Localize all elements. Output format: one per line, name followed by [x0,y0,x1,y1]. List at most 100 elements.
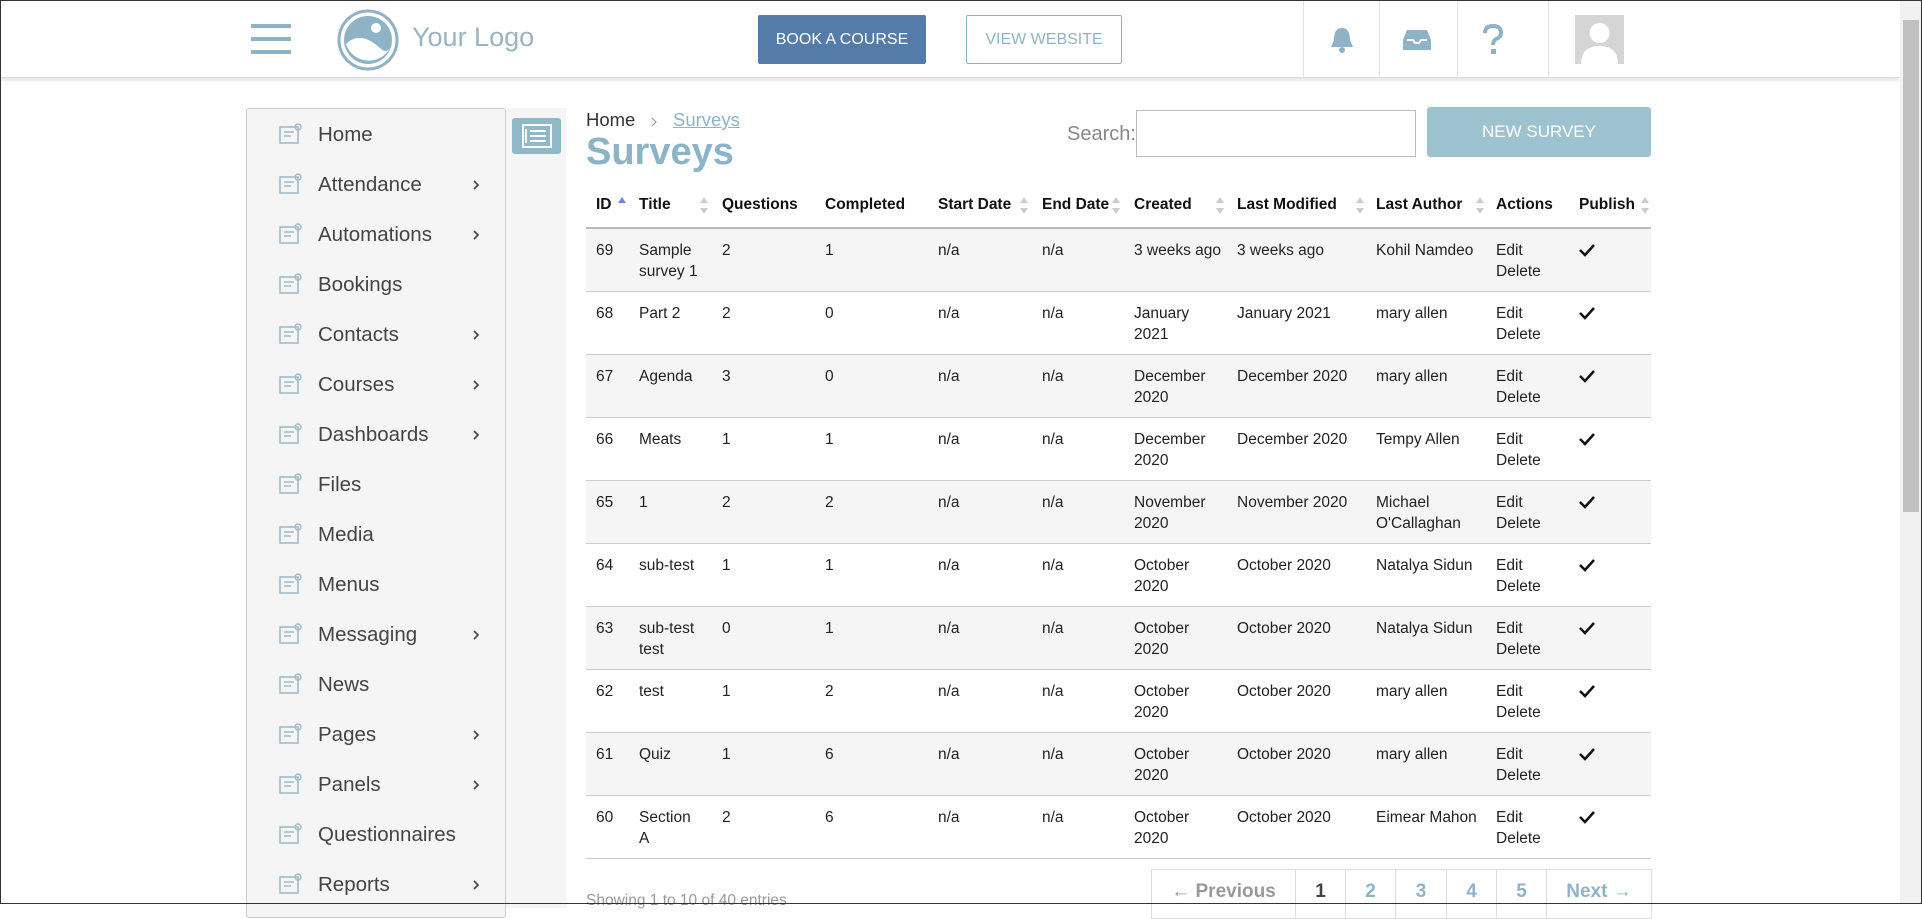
menu-item[interactable]: News [318,673,370,696]
action-link[interactable]: Edit [1496,242,1523,259]
publish-check[interactable] [1579,306,1595,320]
submenu-chevron[interactable] [471,229,481,241]
view-website-button[interactable]: VIEW WEBSITE [966,15,1122,64]
menu-item[interactable]: Pages [318,723,377,746]
menu-item[interactable]: Home [318,123,373,146]
table-cell: December 2020 [1237,431,1348,448]
pagination-button[interactable]: 5 [1496,869,1547,919]
action-link[interactable]: Delete [1496,767,1541,784]
sort-icon[interactable] [1640,195,1650,217]
publish-check[interactable] [1579,432,1595,446]
table-cell: Michael O'Callaghan [1376,494,1461,532]
column-header[interactable]: Last Author [1376,196,1463,213]
publish-check[interactable] [1579,810,1595,824]
table-cell: Quiz [639,746,671,763]
breadcrumb-current[interactable]: Surveys [673,109,740,130]
publish-check[interactable] [1579,369,1595,383]
publish-check[interactable] [1579,621,1595,635]
column-header[interactable]: Publish [1579,196,1635,213]
column-header[interactable]: Created [1134,196,1192,213]
column-header[interactable]: Start Date [938,196,1012,213]
pagination-button[interactable]: 2 [1345,869,1396,919]
pagination-button[interactable]: Next → [1546,869,1652,919]
table-cell: 1 [825,557,834,574]
menu-item[interactable]: Dashboards [318,423,429,446]
publish-check[interactable] [1579,558,1595,572]
menu-item[interactable]: Contacts [318,323,399,346]
table-row [586,229,1651,292]
publish-check[interactable] [1579,684,1595,698]
user-avatar[interactable] [1575,15,1624,64]
action-link[interactable]: Delete [1496,704,1541,721]
table-cell: n/a [1042,746,1064,763]
submenu-chevron[interactable] [471,779,481,791]
action-link[interactable]: Edit [1496,557,1523,574]
pagination-button[interactable]: 1 [1295,869,1346,919]
menu-item[interactable]: Files [318,473,362,496]
action-link[interactable]: Edit [1496,746,1523,763]
table-cell: 1 [825,431,834,448]
help-icon[interactable] [1482,24,1504,56]
pagination-button[interactable]: 4 [1446,869,1497,919]
menu-item[interactable]: Menus [318,573,380,596]
sort-icon[interactable] [699,195,709,217]
publish-check[interactable] [1579,747,1595,761]
submenu-chevron[interactable] [471,879,481,891]
action-link[interactable]: Edit [1496,683,1523,700]
pagination-button[interactable]: 3 [1395,869,1447,919]
menu-item[interactable]: Bookings [318,273,403,296]
inbox-icon[interactable] [1402,28,1432,52]
table-cell: n/a [938,746,960,763]
scrollbar-thumb[interactable] [1903,20,1919,512]
menu-item[interactable]: Automations [318,223,432,246]
action-link[interactable]: Delete [1496,641,1541,658]
submenu-chevron[interactable] [471,379,481,391]
action-link[interactable]: Edit [1496,620,1523,637]
action-link[interactable]: Delete [1496,326,1541,343]
notifications-icon[interactable] [1329,26,1355,54]
menu-item[interactable]: Questionnaires [318,823,456,846]
menu-item[interactable]: Messaging [318,623,418,646]
publish-check[interactable] [1579,495,1595,509]
search-input[interactable] [1136,110,1416,157]
action-link[interactable]: Delete [1496,515,1541,532]
sort-icon[interactable] [1215,195,1225,217]
publish-check[interactable] [1579,243,1595,257]
menu-item[interactable]: Courses [318,373,395,396]
action-link[interactable]: Edit [1496,305,1523,322]
sort-icon[interactable] [1475,195,1485,217]
book-course-button[interactable]: BOOK A COURSE [758,15,926,64]
sort-icon[interactable] [1111,195,1121,217]
breadcrumb-home[interactable]: Home [586,109,636,130]
submenu-chevron[interactable] [471,429,481,441]
sort-icon[interactable] [617,195,627,217]
action-link[interactable]: Delete [1496,830,1541,847]
action-link[interactable]: Delete [1496,578,1541,595]
menu-item[interactable]: Attendance [318,173,422,196]
submenu-chevron[interactable] [471,179,481,191]
action-link[interactable]: Edit [1496,368,1523,385]
sort-icon[interactable] [1019,195,1029,217]
table-cell: December 2020 [1237,368,1348,385]
new-survey-button[interactable]: NEW SURVEY [1427,107,1651,157]
action-link[interactable]: Edit [1496,431,1523,448]
action-link[interactable]: Delete [1496,263,1541,280]
column-header[interactable]: Title [639,196,671,213]
sort-icon[interactable] [1355,195,1365,217]
column-header[interactable]: ID [596,196,612,213]
submenu-chevron[interactable] [471,329,481,341]
action-link[interactable]: Edit [1496,809,1523,826]
menu-item[interactable]: Media [318,523,374,546]
pagination-button[interactable]: ← Previous [1151,869,1296,919]
action-link[interactable]: Delete [1496,452,1541,469]
submenu-chevron[interactable] [471,629,481,641]
action-link[interactable]: Delete [1496,389,1541,406]
menu-item[interactable]: Panels [318,773,381,796]
submenu-chevron[interactable] [471,729,481,741]
action-link[interactable]: Edit [1496,494,1523,511]
menu-icon [279,623,302,644]
menu-item[interactable]: Reports [318,873,390,896]
column-header[interactable]: End Date [1042,196,1110,213]
menu-toggle[interactable] [251,22,291,56]
column-header[interactable]: Last Modified [1237,196,1337,213]
